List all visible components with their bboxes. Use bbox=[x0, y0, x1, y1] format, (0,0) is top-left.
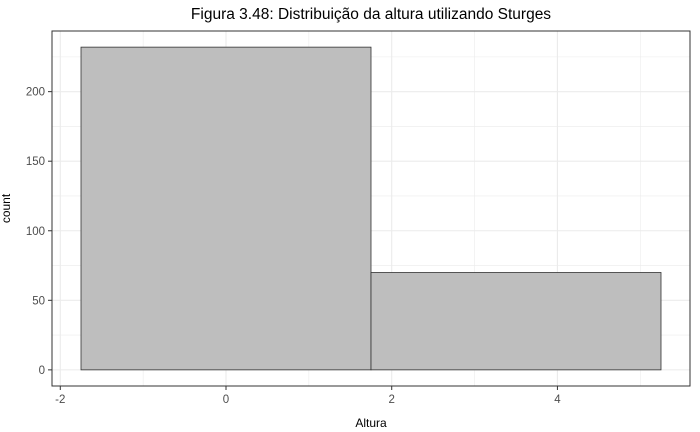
x-tick-label: 2 bbox=[389, 394, 395, 406]
y-tick-label: 0 bbox=[39, 365, 45, 377]
x-tick-label: 0 bbox=[223, 394, 229, 406]
x-axis-title: Altura bbox=[355, 416, 387, 430]
y-axis: 0 50 100 150 200 bbox=[26, 87, 52, 377]
y-tick-label: 150 bbox=[26, 156, 45, 168]
histogram-bar bbox=[80, 46, 372, 371]
y-tick-label: 100 bbox=[26, 226, 45, 238]
histogram-bar bbox=[370, 272, 662, 371]
y-tick-label: 200 bbox=[26, 87, 45, 99]
y-tick-label: 50 bbox=[32, 295, 45, 307]
chart-title: Figura 3.48: Distribuição da altura util… bbox=[191, 6, 551, 23]
x-tick-label: -2 bbox=[55, 394, 65, 406]
x-axis: -2 0 2 4 bbox=[55, 386, 561, 406]
y-axis-title: count bbox=[0, 193, 13, 223]
panel-border bbox=[51, 30, 691, 387]
histogram-bars bbox=[80, 46, 662, 371]
x-tick-label: 4 bbox=[554, 394, 561, 406]
